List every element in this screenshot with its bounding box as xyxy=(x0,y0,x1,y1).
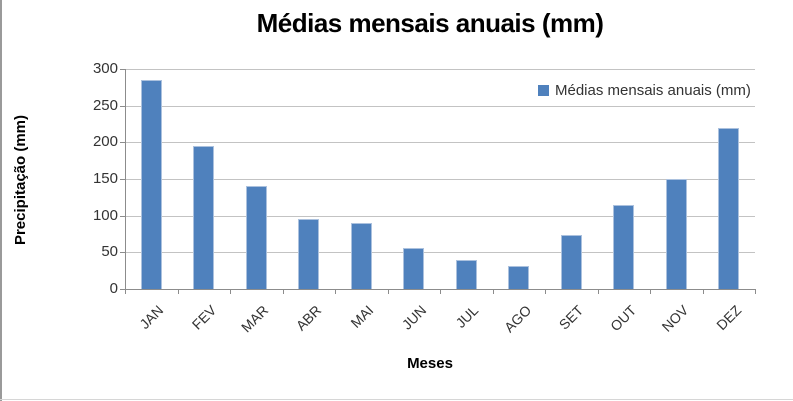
window-bottom-border xyxy=(0,399,793,400)
x-tick-mark xyxy=(282,289,284,294)
y-tick-label: 150 xyxy=(92,170,118,187)
y-tick-mark xyxy=(120,252,125,254)
y-tick-label: 250 xyxy=(92,96,118,114)
y-axis-line xyxy=(125,69,126,289)
x-tick-label-ago: AGO xyxy=(500,302,535,336)
bar-jan xyxy=(140,80,162,289)
x-tick-mark xyxy=(125,289,126,294)
x-tick-mark xyxy=(335,289,336,294)
x-tick-mark xyxy=(597,289,599,294)
gridline-200 xyxy=(125,142,755,144)
gridline-50 xyxy=(125,252,755,254)
y-tick-mark xyxy=(120,215,125,217)
y-tick-mark xyxy=(120,179,125,180)
y-tick-label: 50 xyxy=(101,243,118,261)
x-tick-label-abr: ABR xyxy=(292,302,325,334)
x-tick-label-fev: FEV xyxy=(188,302,220,333)
y-tick-label: 100 xyxy=(92,206,118,224)
x-tick-mark xyxy=(387,289,389,294)
legend-swatch-icon xyxy=(538,85,549,96)
x-tick-label-nov: NOV xyxy=(658,302,692,335)
x-tick-label-mar: MAR xyxy=(238,302,272,336)
y-tick-mark xyxy=(120,142,125,144)
x-tick-mark xyxy=(545,289,546,294)
gridline-150 xyxy=(125,179,755,180)
bar-jun xyxy=(403,247,425,289)
bar-dez xyxy=(718,127,740,289)
y-tick-mark xyxy=(120,105,125,107)
bar-nov xyxy=(665,179,687,289)
x-tick-mark xyxy=(177,289,179,294)
x-tick-label-jun: JUN xyxy=(398,302,430,333)
bar-mai xyxy=(350,223,372,289)
y-tick-mark xyxy=(120,69,125,70)
gridline-300 xyxy=(125,69,755,70)
y-tick-label: 300 xyxy=(92,60,118,77)
y-tick-label: 200 xyxy=(92,133,118,151)
x-tick-label-dez: DEZ xyxy=(712,302,745,334)
x-tick-mark xyxy=(755,289,756,294)
legend-label: Médias mensais anuais (mm) xyxy=(555,82,751,99)
x-tick-mark xyxy=(230,289,231,294)
x-tick-mark xyxy=(702,289,704,294)
chart-title: Médias mensais anuais (mm) xyxy=(256,8,604,38)
bar-jul xyxy=(455,259,477,289)
x-tick-label-jul: JUL xyxy=(452,302,482,331)
x-tick-mark xyxy=(492,289,494,294)
x-tick-label-set: SET xyxy=(555,302,587,333)
y-tick-label: 0 xyxy=(109,280,118,297)
bar-abr xyxy=(298,219,320,289)
y-tick-mark xyxy=(120,289,125,290)
bar-fev xyxy=(193,146,215,289)
bar-mar xyxy=(245,186,267,289)
x-axis-title: Meses xyxy=(407,355,453,372)
gridline-100 xyxy=(125,215,755,217)
bar-set xyxy=(560,235,582,289)
window-left-border xyxy=(0,0,2,401)
x-tick-mark xyxy=(650,289,651,294)
x-tick-label-mai: MAI xyxy=(347,302,377,331)
gridline-250 xyxy=(125,105,755,107)
x-tick-label-jan: JAN xyxy=(136,302,167,333)
x-tick-label-out: OUT xyxy=(606,302,640,335)
bar-ago xyxy=(508,265,530,289)
legend: Médias mensais anuais (mm) xyxy=(538,82,751,99)
bar-out xyxy=(613,205,635,289)
x-tick-mark xyxy=(440,289,441,294)
